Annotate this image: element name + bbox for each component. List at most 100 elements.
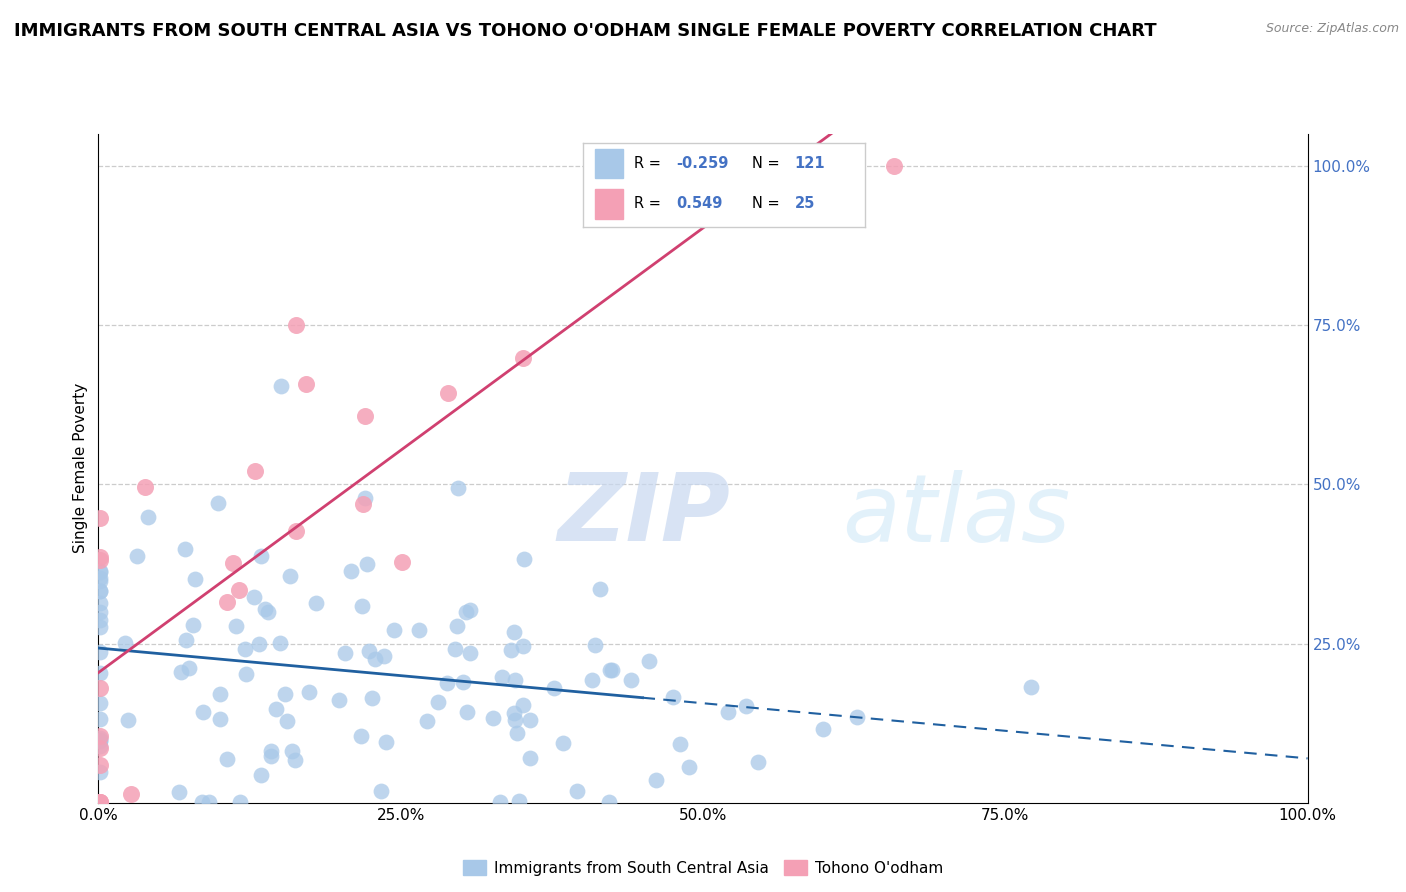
Point	[359, 644, 381, 658]
Point	[89, 731, 111, 745]
Point	[89, 549, 111, 564]
Point	[415, 714, 437, 729]
Point	[519, 750, 541, 764]
Point	[436, 675, 458, 690]
Point	[370, 783, 392, 797]
Point	[117, 713, 139, 727]
Point	[352, 497, 374, 511]
Text: R =: R =	[634, 155, 665, 170]
Point	[489, 795, 512, 809]
Point	[305, 597, 328, 611]
Text: 121: 121	[794, 155, 825, 170]
Point	[89, 681, 111, 695]
Point	[134, 480, 156, 494]
Point	[136, 510, 159, 524]
Point	[283, 753, 305, 767]
Text: -0.259: -0.259	[676, 155, 728, 170]
Point	[567, 784, 589, 798]
Point	[512, 639, 534, 653]
Point	[668, 737, 690, 751]
Point	[89, 553, 111, 567]
Point	[350, 599, 373, 613]
Point	[502, 625, 524, 640]
Point	[89, 574, 111, 588]
Legend: Immigrants from South Central Asia, Tohono O'odham: Immigrants from South Central Asia, Toho…	[457, 855, 949, 882]
Point	[335, 646, 357, 660]
Point	[89, 584, 111, 599]
Point	[235, 666, 257, 681]
Text: atlas: atlas	[842, 469, 1070, 561]
Point	[356, 558, 378, 572]
Point	[620, 673, 643, 687]
Point	[846, 709, 869, 723]
Point	[284, 524, 307, 539]
Text: N =: N =	[752, 155, 785, 170]
Point	[225, 618, 247, 632]
Point	[458, 646, 481, 660]
Point	[89, 696, 111, 710]
Point	[228, 583, 250, 598]
Point	[678, 760, 700, 774]
Point	[491, 670, 513, 684]
Point	[114, 636, 136, 650]
Point	[599, 663, 621, 677]
Bar	[595, 189, 623, 219]
Point	[553, 736, 575, 750]
Text: IMMIGRANTS FROM SOUTH CENTRAL ASIA VS TOHONO O'ODHAM SINGLE FEMALE POVERTY CORRE: IMMIGRANTS FROM SOUTH CENTRAL ASIA VS TO…	[14, 22, 1157, 40]
Point	[374, 735, 396, 749]
Point	[198, 795, 221, 809]
Point	[89, 571, 111, 585]
Point	[181, 617, 204, 632]
Point	[167, 785, 190, 799]
Point	[458, 603, 481, 617]
Point	[256, 606, 278, 620]
Point	[89, 645, 111, 659]
Point	[353, 491, 375, 505]
Point	[89, 729, 111, 743]
Point	[361, 691, 384, 706]
Point	[89, 741, 111, 756]
Point	[89, 620, 111, 634]
Point	[589, 582, 612, 597]
Point	[249, 768, 271, 782]
Point	[228, 795, 250, 809]
Point	[637, 654, 659, 668]
Point	[501, 643, 523, 657]
Point	[89, 758, 111, 772]
Point	[382, 624, 405, 638]
Point	[89, 739, 111, 754]
Point	[600, 663, 623, 677]
Point	[506, 726, 529, 740]
Point	[222, 556, 245, 570]
Point	[297, 685, 319, 699]
Point	[174, 633, 197, 648]
Point	[89, 765, 111, 780]
Point	[278, 568, 301, 582]
Point	[208, 712, 231, 726]
Point	[408, 623, 430, 637]
Point	[512, 351, 534, 366]
Point	[259, 748, 281, 763]
Point	[243, 464, 266, 478]
Point	[89, 613, 111, 627]
Point	[519, 713, 541, 727]
Text: ZIP: ZIP	[558, 469, 731, 561]
Point	[583, 639, 606, 653]
Point	[89, 511, 111, 525]
Point	[735, 698, 758, 713]
Point	[89, 665, 111, 680]
Point	[373, 648, 395, 663]
Point	[328, 693, 350, 707]
Point	[250, 549, 273, 563]
Point	[247, 637, 270, 651]
Point	[173, 541, 195, 556]
Point	[89, 734, 111, 748]
Y-axis label: Single Female Poverty: Single Female Poverty	[73, 384, 89, 553]
Point	[446, 619, 468, 633]
Point	[717, 706, 740, 720]
Point	[503, 706, 526, 721]
Point	[89, 795, 111, 809]
Point	[353, 409, 375, 423]
Point	[215, 752, 238, 766]
Point	[120, 787, 142, 801]
